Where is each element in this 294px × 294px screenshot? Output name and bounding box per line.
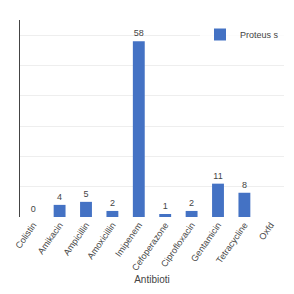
svg-text:Antibioti: Antibioti bbox=[134, 274, 170, 285]
svg-text:0: 0 bbox=[31, 204, 36, 214]
svg-text:58: 58 bbox=[134, 28, 144, 38]
svg-text:Gentamicin: Gentamicin bbox=[189, 220, 223, 263]
svg-text:5: 5 bbox=[83, 189, 88, 199]
svg-text:2: 2 bbox=[189, 198, 194, 208]
svg-text:Ampicillin: Ampicillin bbox=[61, 220, 91, 257]
svg-text:1: 1 bbox=[163, 201, 168, 211]
svg-text:2: 2 bbox=[110, 198, 115, 208]
svg-text:Proteus s: Proteus s bbox=[240, 30, 279, 40]
svg-text:Colistin: Colistin bbox=[13, 220, 38, 250]
svg-text:8: 8 bbox=[242, 180, 247, 190]
svg-text:4: 4 bbox=[57, 192, 62, 202]
svg-text:Oxfd: Oxfd bbox=[257, 220, 276, 241]
svg-text:Imipenem: Imipenem bbox=[113, 220, 144, 258]
svg-text:Ciprofloxacin: Ciprofloxacin bbox=[159, 220, 197, 268]
svg-text:Cefoperazone: Cefoperazone bbox=[130, 220, 171, 272]
svg-text:Amikacin: Amikacin bbox=[36, 220, 65, 256]
svg-text:11: 11 bbox=[213, 171, 222, 181]
svg-text:Amoxicillin: Amoxicillin bbox=[85, 220, 118, 261]
svg-text:Tetracycline: Tetracycline bbox=[214, 220, 249, 265]
